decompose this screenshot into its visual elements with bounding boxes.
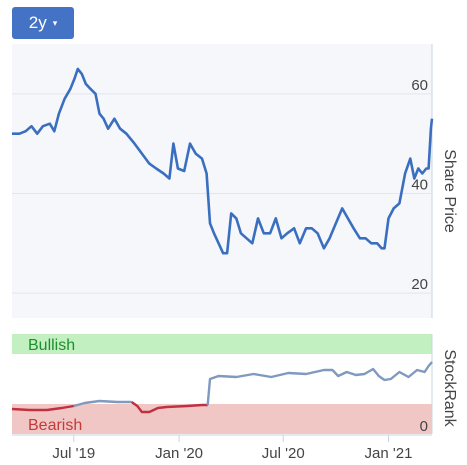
rank-axis-title: StockRank bbox=[441, 349, 458, 427]
x-tick-label: Jan '21 bbox=[365, 445, 413, 462]
x-tick-label: Jul '19 bbox=[52, 445, 95, 462]
range-selector-label: 2y bbox=[28, 13, 47, 32]
stockrank-line-above bbox=[206, 361, 433, 406]
price-plot-area bbox=[12, 44, 432, 318]
stockrank-line-above bbox=[73, 399, 132, 408]
zone-bearish bbox=[12, 404, 432, 434]
zone-label-bearish: Bearish bbox=[28, 417, 82, 434]
zone-bullish bbox=[12, 334, 432, 354]
range-selector-button[interactable]: 2y ▾ bbox=[12, 7, 74, 39]
price-tick-label: 40 bbox=[411, 176, 428, 193]
price-tick-label: 60 bbox=[411, 77, 428, 94]
rank-tick-label: 0 bbox=[420, 418, 428, 435]
price-axis-title: Share Price bbox=[441, 149, 458, 233]
zone-label-bullish: Bullish bbox=[28, 337, 75, 354]
price-tick-label: 20 bbox=[411, 276, 428, 293]
chevron-down-icon: ▾ bbox=[52, 17, 58, 28]
share-price-line bbox=[12, 67, 434, 255]
x-tick-label: Jan '20 bbox=[155, 445, 203, 462]
stockrank-line-below bbox=[11, 404, 74, 412]
stockrank-line-below bbox=[130, 401, 208, 414]
x-tick-label: Jul '20 bbox=[262, 445, 305, 462]
